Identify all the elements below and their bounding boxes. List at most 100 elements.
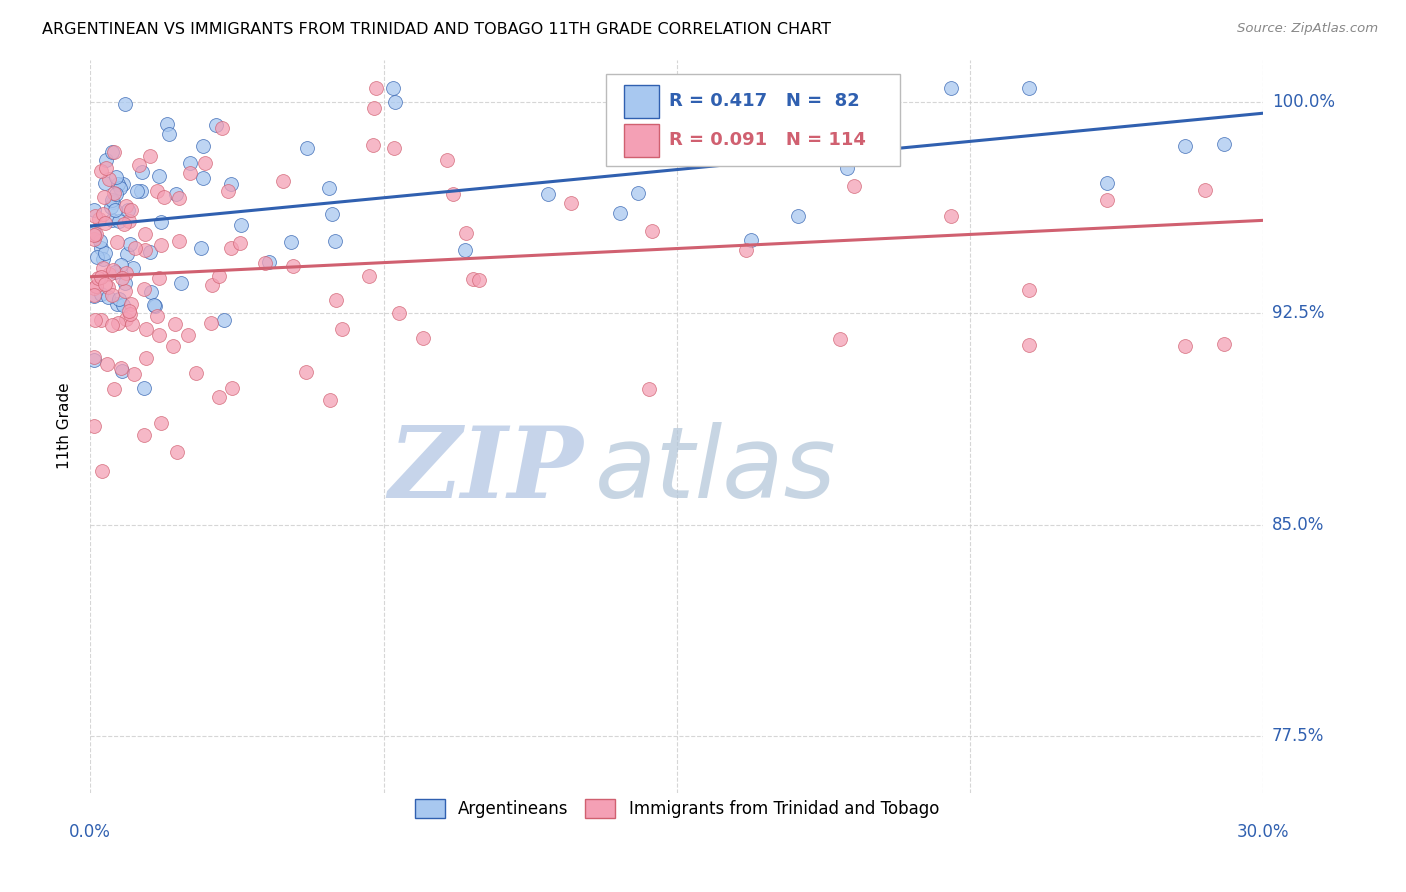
Point — [325, 293, 347, 308]
Point — [787, 209, 810, 223]
Point — [828, 332, 851, 346]
Point — [124, 241, 146, 255]
Point — [412, 330, 434, 344]
Point — [129, 184, 152, 198]
Point — [179, 166, 201, 180]
Point — [150, 215, 173, 229]
Point — [108, 214, 131, 228]
Point — [89, 211, 111, 226]
Bar — [624, 124, 659, 157]
Point — [107, 235, 129, 249]
Point — [90, 164, 112, 178]
Point — [83, 418, 105, 433]
Legend: Argentineans, Immigrants from Trinidad and Tobago: Argentineans, Immigrants from Trinidad a… — [408, 792, 946, 825]
Point — [381, 80, 404, 95]
Point — [1174, 338, 1197, 352]
Point — [148, 270, 170, 285]
Point — [121, 318, 143, 332]
Y-axis label: 11th Grade: 11th Grade — [58, 383, 72, 469]
Point — [128, 158, 150, 172]
Point — [97, 267, 120, 281]
Point — [170, 277, 193, 291]
Point — [105, 186, 128, 201]
Point — [101, 288, 124, 302]
Point — [108, 181, 131, 195]
Point — [111, 364, 134, 378]
Point — [1213, 137, 1236, 152]
Point — [1213, 336, 1236, 351]
Point — [219, 178, 242, 192]
Point — [1194, 183, 1216, 197]
Point — [94, 176, 117, 190]
Point — [1018, 283, 1040, 297]
Point — [118, 214, 141, 228]
Point — [735, 243, 758, 257]
Point — [90, 313, 112, 327]
Point — [132, 428, 155, 442]
Point — [637, 382, 659, 396]
Point — [229, 218, 252, 232]
Point — [146, 184, 169, 198]
Point — [107, 292, 129, 306]
Point — [132, 381, 155, 395]
Point — [149, 416, 172, 430]
Point — [98, 172, 121, 186]
Point — [167, 190, 190, 204]
Point — [145, 309, 167, 323]
Point — [90, 270, 112, 285]
FancyBboxPatch shape — [606, 74, 900, 166]
Point — [117, 202, 139, 217]
Point — [97, 290, 120, 304]
Point — [613, 106, 636, 120]
Point — [294, 365, 316, 379]
Point — [100, 318, 122, 333]
Point — [101, 194, 124, 209]
Point — [166, 445, 188, 459]
Point — [96, 153, 118, 167]
Point — [93, 190, 115, 204]
Point — [118, 307, 141, 321]
Point — [100, 145, 122, 160]
Point — [191, 170, 214, 185]
Point — [1095, 194, 1118, 208]
Point — [152, 190, 174, 204]
Point — [436, 153, 458, 168]
Point — [104, 169, 127, 184]
Point — [111, 270, 134, 285]
Point — [364, 80, 387, 95]
Point — [280, 235, 302, 249]
Point — [167, 234, 190, 248]
Point — [83, 209, 105, 223]
Point — [90, 241, 112, 255]
Point — [83, 353, 105, 368]
Point — [163, 318, 186, 332]
Point — [139, 245, 162, 260]
Point — [323, 234, 346, 248]
Point — [145, 299, 167, 313]
Point — [219, 241, 242, 255]
Point — [94, 161, 117, 175]
Point — [456, 226, 478, 240]
Text: 0.0%: 0.0% — [69, 823, 111, 841]
Point — [114, 284, 136, 298]
Point — [319, 392, 342, 407]
Point — [229, 236, 252, 251]
Point — [139, 149, 162, 163]
Point — [162, 339, 184, 353]
Point — [254, 256, 277, 270]
Point — [103, 263, 125, 277]
Point — [93, 216, 115, 230]
Point — [157, 128, 180, 142]
Point — [453, 243, 475, 257]
Point — [111, 298, 134, 312]
Point — [97, 279, 120, 293]
Point — [83, 350, 105, 364]
Point — [105, 297, 128, 311]
Point — [101, 194, 124, 208]
Point — [627, 186, 650, 201]
Point — [122, 260, 145, 275]
Point — [134, 227, 156, 242]
Point — [142, 298, 165, 312]
Point — [103, 186, 125, 201]
Point — [609, 206, 631, 220]
